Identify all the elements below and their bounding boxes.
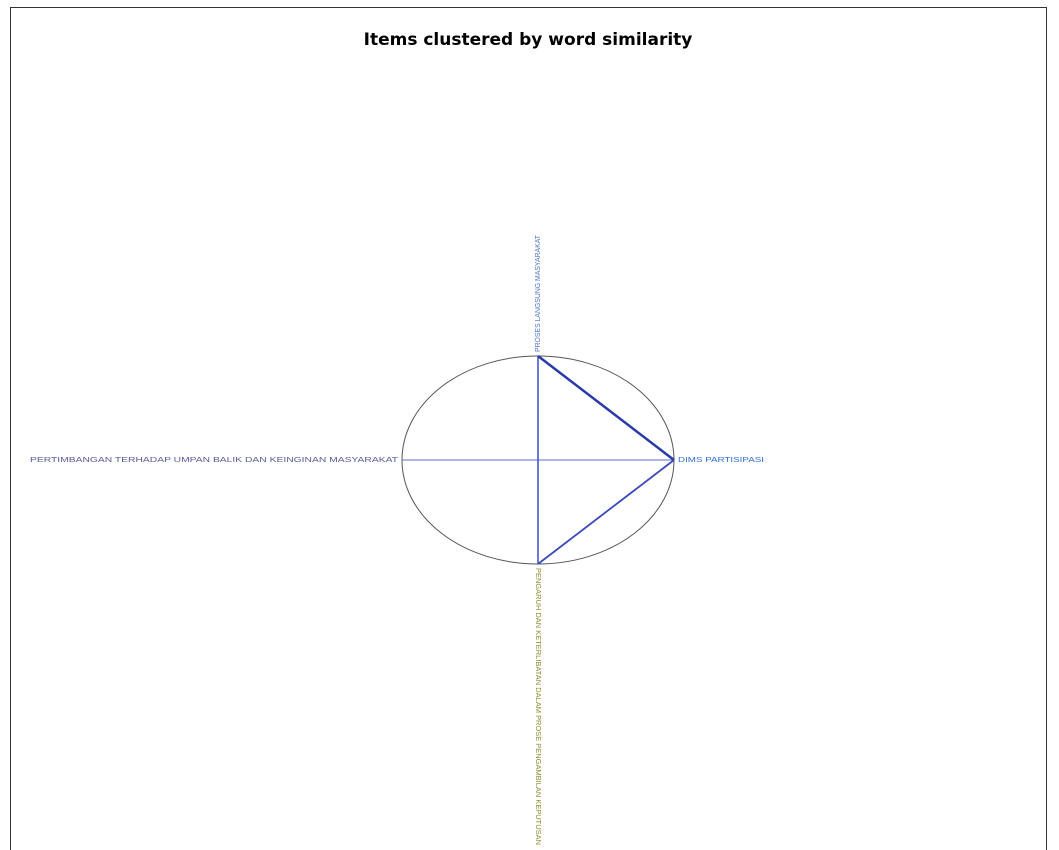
node-label: PENGARUH DAN KETERLIBATAN DALAM PROSE PE… (534, 568, 543, 845)
node-label: PROSES LANGSUNG MASYARAKAT (533, 235, 542, 352)
edge (537, 355, 675, 461)
title: Items clustered by word similarity (364, 30, 693, 50)
node-label: PERTIMBANGAN TERHADAP UMPAN BALIK DAN KE… (30, 455, 399, 464)
edge (537, 459, 675, 565)
node-label: DIMS PARTISIPASI (678, 455, 764, 464)
frame (10, 7, 1047, 850)
